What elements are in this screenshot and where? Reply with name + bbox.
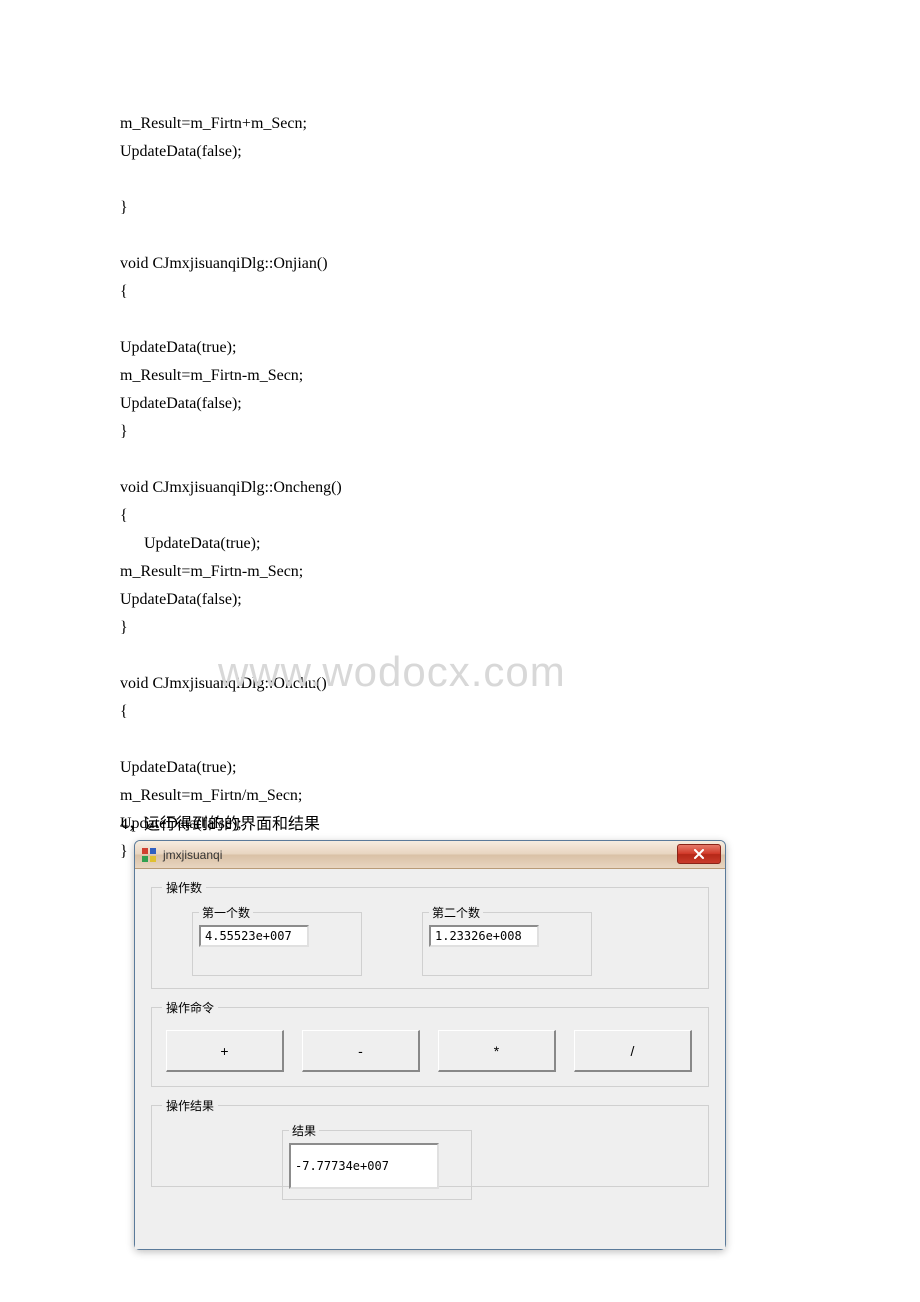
- operands-group: 操作数 第一个数 第二个数: [151, 879, 709, 989]
- results-group: 操作结果 结果: [151, 1097, 709, 1187]
- close-button[interactable]: [677, 844, 721, 864]
- calculator-dialog: jmxjisuanqi 操作数 第一个数 第二个数 操作命令: [134, 840, 726, 1250]
- code-line: void CJmxjisuanqiDlg::Onchu(): [120, 675, 327, 692]
- code-line: {: [120, 703, 128, 720]
- code-line: }: [120, 199, 128, 216]
- code-line: UpdateData(false);: [120, 395, 242, 412]
- code-line: }: [120, 843, 128, 860]
- code-line: m_Result=m_Firtn-m_Secn;: [120, 367, 303, 384]
- second-number-group: 第二个数: [422, 904, 592, 976]
- code-line: }: [120, 423, 128, 440]
- code-line: }: [120, 619, 128, 636]
- dialog-body: 操作数 第一个数 第二个数 操作命令 + - * / 操: [135, 869, 725, 1249]
- code-line: void CJmxjisuanqiDlg::Onjian(): [120, 255, 328, 272]
- code-line: {: [120, 283, 128, 300]
- code-line: {: [120, 507, 128, 524]
- titlebar[interactable]: jmxjisuanqi: [135, 841, 725, 869]
- code-line: void CJmxjisuanqiDlg::Oncheng(): [120, 479, 342, 496]
- first-number-label: 第一个数: [199, 904, 253, 921]
- caption-text: 4，运行得到的的界面和结果: [120, 810, 320, 834]
- operations-group: 操作命令 + - * /: [151, 999, 709, 1087]
- code-line: UpdateData(true);: [120, 759, 236, 776]
- results-group-label: 操作结果: [162, 1097, 218, 1114]
- second-number-label: 第二个数: [429, 904, 483, 921]
- code-line: m_Result=m_Firtn+m_Secn;: [120, 115, 307, 132]
- first-number-group: 第一个数: [192, 904, 362, 976]
- code-line: m_Result=m_Firtn/m_Secn;: [120, 787, 302, 804]
- code-line: m_Result=m_Firtn-m_Secn;: [120, 563, 303, 580]
- app-icon: [141, 847, 157, 863]
- code-line: UpdateData(true);: [120, 535, 260, 552]
- operations-group-label: 操作命令: [162, 999, 218, 1016]
- result-inner-group: 结果: [282, 1122, 472, 1200]
- code-listing: m_Result=m_Firtn+m_Secn; UpdateData(fals…: [120, 110, 820, 866]
- result-output[interactable]: [289, 1143, 439, 1189]
- operands-group-label: 操作数: [162, 879, 206, 896]
- first-number-input[interactable]: [199, 925, 309, 947]
- code-line: UpdateData(false);: [120, 143, 242, 160]
- second-number-input[interactable]: [429, 925, 539, 947]
- multiply-button[interactable]: *: [438, 1030, 556, 1072]
- close-icon: [693, 849, 705, 859]
- subtract-button[interactable]: -: [302, 1030, 420, 1072]
- result-inner-label: 结果: [289, 1122, 319, 1139]
- window-title: jmxjisuanqi: [163, 848, 222, 862]
- code-line: UpdateData(false);: [120, 591, 242, 608]
- divide-button[interactable]: /: [574, 1030, 692, 1072]
- code-line: UpdateData(true);: [120, 339, 236, 356]
- add-button[interactable]: +: [166, 1030, 284, 1072]
